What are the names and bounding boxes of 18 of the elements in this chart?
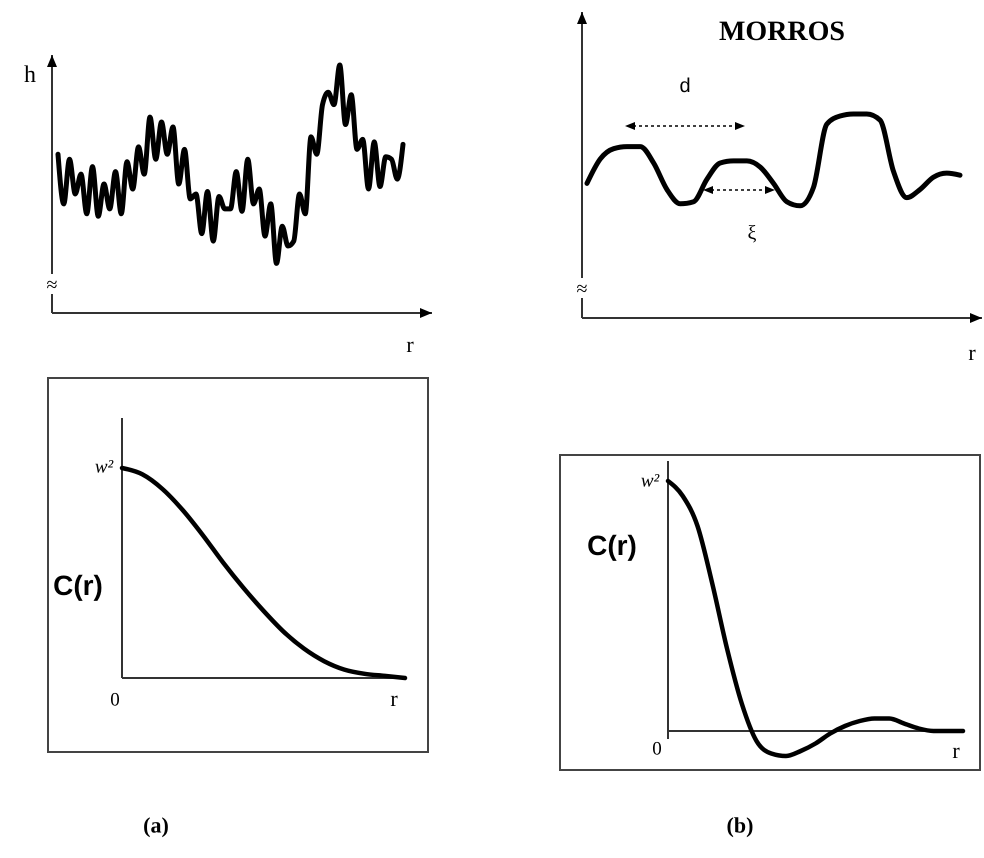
- text: w²: [94, 456, 114, 478]
- y-axis-title: C(r): [53, 570, 103, 601]
- x-axis-title: r: [406, 332, 414, 357]
- text: 0: [110, 690, 120, 711]
- text: 0: [652, 738, 662, 760]
- text: (b): [726, 812, 754, 838]
- x-axis-title: r: [968, 340, 976, 365]
- y-axis-title: C(r): [587, 530, 637, 561]
- chart-title: MORROS: [719, 16, 845, 47]
- annotation: ξ: [748, 222, 757, 244]
- text: d: [679, 75, 691, 97]
- text: (a): [143, 812, 169, 838]
- x-axis-title: r: [952, 738, 960, 763]
- y-axis-title: h: [24, 62, 36, 88]
- text: w²: [640, 470, 660, 492]
- x-axis-title: r: [390, 686, 398, 711]
- annotation: ≈: [576, 278, 588, 300]
- annotation: ≈: [46, 274, 58, 296]
